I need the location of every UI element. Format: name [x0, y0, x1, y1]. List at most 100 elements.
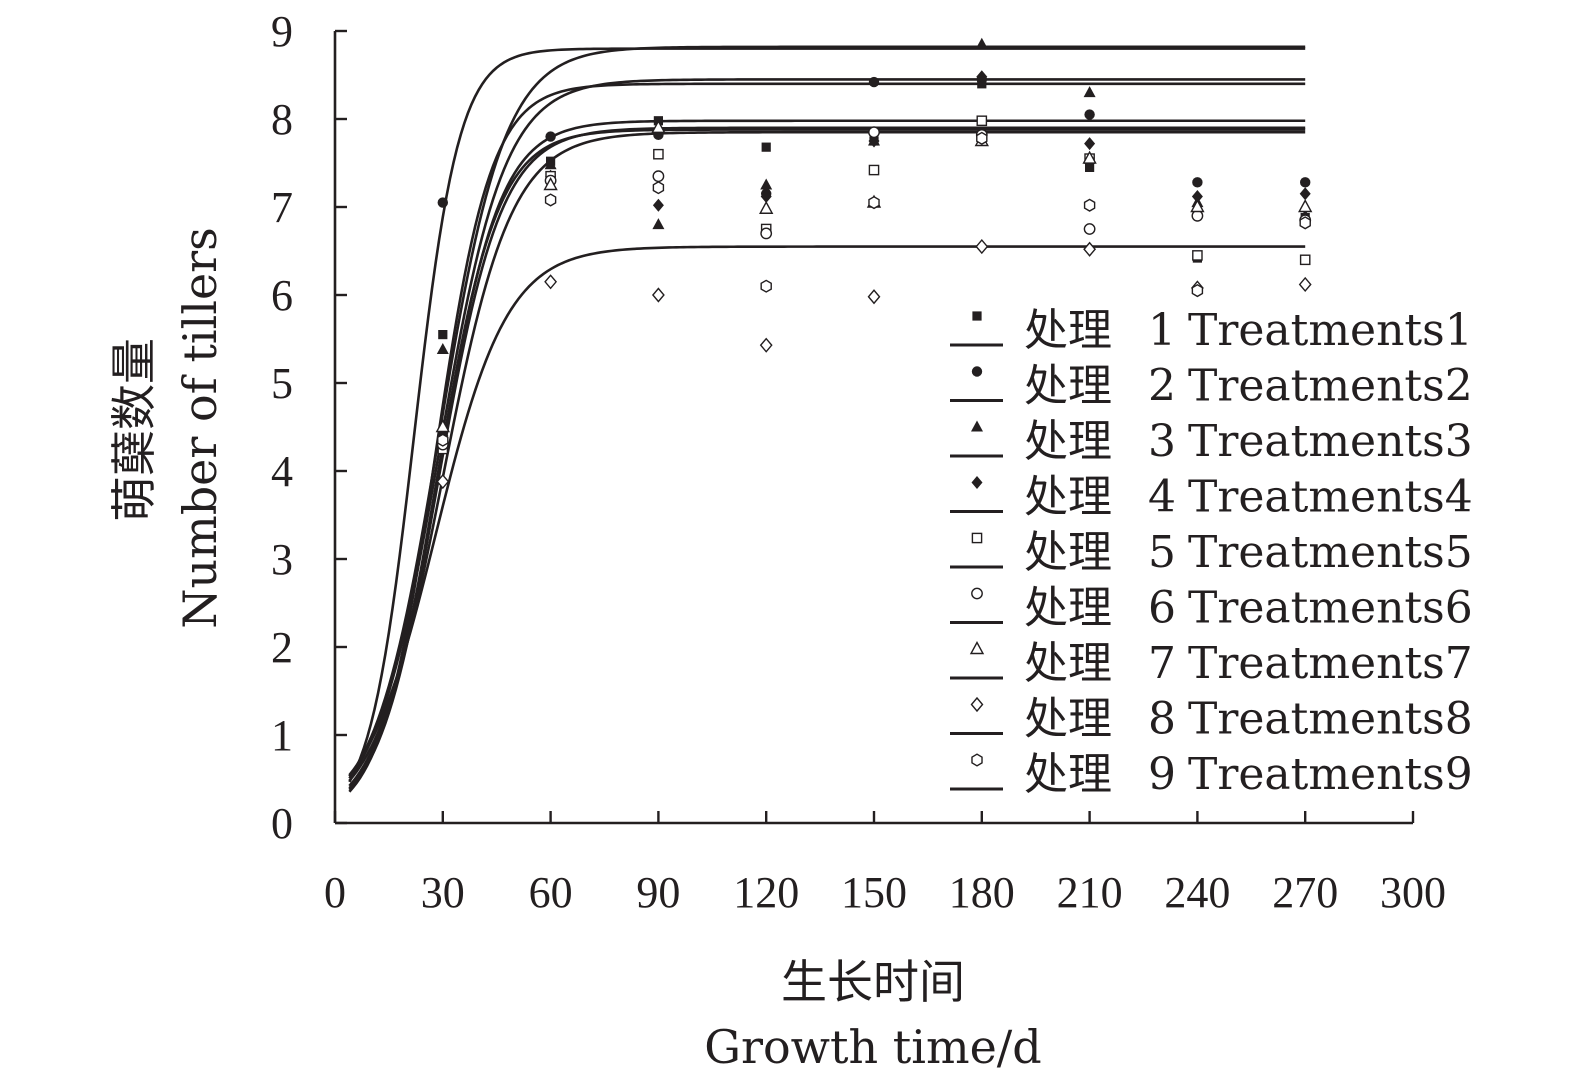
legend-marker-8	[970, 696, 984, 713]
y-tick-label-0: 0	[271, 799, 293, 848]
y-tick-label-1: 1	[271, 711, 293, 760]
fit-curve-treatment-5	[348, 119, 1306, 791]
legend-prefix-9: 处理	[1024, 749, 1112, 800]
legend-item-8: 处理 8 Treatments8	[950, 694, 1473, 745]
data-point-t4-x90	[652, 198, 664, 212]
data-point-t4-x240	[1191, 189, 1203, 203]
legend-prefix-3: 处理	[1024, 416, 1112, 467]
data-point-t8-x210	[1083, 241, 1097, 257]
x-tick-label-210: 210	[1057, 868, 1123, 917]
legend-label-7: Treatments7	[1188, 638, 1473, 689]
legend-marker-1	[972, 311, 982, 321]
data-point-t9-x30	[437, 433, 449, 447]
y-tick-label-2: 2	[271, 623, 293, 672]
data-point-t9-x240	[1191, 283, 1204, 298]
data-point-t2-x210	[1084, 109, 1095, 120]
legend-item-4: 处理 4 Treatments4	[950, 472, 1473, 523]
data-point-t7-x90	[651, 119, 666, 134]
fit-curve-treatment-7	[348, 128, 1306, 790]
y-axis-title-en: Number of tillers	[173, 227, 227, 629]
data-point-t3-x210	[1083, 86, 1096, 98]
data-point-t5-x240	[1192, 250, 1203, 261]
data-point-t3-x90	[652, 218, 665, 230]
data-point-t6-x120	[760, 227, 773, 240]
legend-marker-7	[969, 641, 985, 655]
y-tick-label-4: 4	[271, 447, 293, 496]
data-point-t9-x180	[976, 131, 988, 145]
y-tick-label-8: 8	[271, 95, 293, 144]
legend-label-2: Treatments2	[1188, 361, 1473, 412]
legend-prefix-7: 处理	[1024, 638, 1112, 689]
x-tick-label-0: 0	[324, 868, 346, 917]
data-point-t9-x210	[1083, 198, 1096, 212]
data-point-t8-x270	[1298, 276, 1312, 293]
data-point-t8-x120	[759, 337, 773, 353]
fit-curve-treatment-2	[348, 47, 1306, 783]
fit-curve-treatment-9	[348, 130, 1306, 782]
x-tick-label-270: 270	[1272, 868, 1338, 917]
data-point-t4-x210	[1084, 137, 1096, 151]
legend-number-3: 3	[1148, 416, 1176, 467]
x-tick-label-90: 90	[636, 868, 680, 917]
data-point-t4-x120	[760, 189, 772, 203]
data-point-t2-x60	[545, 131, 556, 142]
data-point-t3-x120	[760, 178, 773, 190]
data-point-t9-x90	[652, 181, 665, 195]
data-points	[435, 37, 1313, 490]
legend-prefix-4: 处理	[1024, 472, 1112, 523]
legend-marker-9	[971, 753, 983, 767]
legend-label-3: Treatments3	[1188, 416, 1473, 467]
legend-number-2: 2	[1148, 361, 1176, 412]
data-point-t7-x30	[435, 419, 450, 433]
data-point-t2-x240	[1192, 177, 1203, 188]
legend-marker-2	[971, 366, 983, 377]
legend-item-7: 处理 7 Treatments7	[950, 638, 1473, 689]
legend-label-1: Treatments1	[1188, 305, 1473, 356]
data-point-t5-x270	[1299, 254, 1311, 266]
data-point-t4-x270	[1299, 187, 1311, 201]
legend-number-4: 4	[1148, 472, 1176, 523]
y-tick-label-5: 5	[271, 359, 293, 408]
x-axis-title-en: Growth time/d	[704, 1020, 1042, 1074]
data-point-t8-x30	[436, 473, 450, 490]
data-point-t1-x30	[438, 330, 448, 340]
fitted-curves	[348, 45, 1306, 793]
data-point-t7-x60	[543, 177, 558, 191]
data-point-t6-x90	[652, 170, 665, 183]
legend-label-8: Treatments8	[1188, 694, 1473, 745]
legend-number-9: 9	[1148, 749, 1176, 800]
data-point-t6-x210	[1083, 223, 1096, 235]
data-point-t4-x180	[976, 70, 988, 84]
legend-prefix-8: 处理	[1024, 694, 1112, 745]
legend-prefix-1: 处理	[1024, 305, 1112, 356]
data-point-t1-x120	[761, 142, 771, 152]
data-point-t7-x120	[759, 200, 774, 214]
x-tick-label-150: 150	[841, 868, 907, 917]
fit-curve-treatment-1	[348, 82, 1306, 793]
data-point-t9-x120	[760, 279, 772, 293]
legend-label-9: Treatments9	[1188, 749, 1473, 800]
data-point-t8-x150	[867, 289, 881, 305]
legend-number-6: 6	[1148, 583, 1176, 634]
data-point-t9-x150	[868, 195, 880, 210]
legend-label-5: Treatments5	[1188, 527, 1473, 578]
y-tick-label-7: 7	[271, 183, 293, 232]
y-tick-label-9: 9	[271, 7, 293, 56]
legend-item-5: 处理 5 Treatments5	[950, 527, 1473, 578]
data-point-t5-x90	[653, 148, 664, 160]
data-point-t5-x150	[868, 164, 880, 176]
x-tick-label-60: 60	[529, 868, 573, 917]
data-point-t3-x180	[975, 37, 988, 49]
legend-marker-6	[971, 587, 983, 600]
legend-item-6: 处理 6 Treatments6	[950, 583, 1473, 634]
data-point-t9-x60	[544, 193, 557, 207]
legend-prefix-5: 处理	[1024, 527, 1112, 578]
x-tick-label-120: 120	[733, 868, 799, 917]
data-point-t9-x270	[1299, 216, 1311, 230]
legend-number-7: 7	[1148, 638, 1176, 689]
legend-label-6: Treatments6	[1188, 583, 1473, 634]
legend-item-9: 处理 9 Treatments9	[950, 749, 1473, 800]
data-point-t2-x150	[868, 76, 880, 88]
